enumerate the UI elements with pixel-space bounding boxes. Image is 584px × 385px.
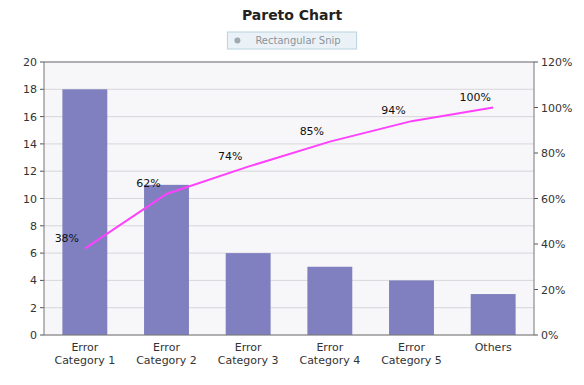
x-tick-label-line: Error	[316, 341, 343, 354]
annotation-marker	[234, 38, 240, 44]
annotation-text: Rectangular Snip	[255, 35, 340, 46]
x-tick-label-line: Category 3	[218, 354, 279, 367]
line	[85, 108, 493, 249]
chart: Pareto Chart Rectangular Snip 0 2 4 6 8 10 12 14 1…	[0, 0, 584, 385]
grid-line	[44, 280, 534, 281]
grid-line	[44, 253, 534, 254]
data-label: 74%	[218, 150, 242, 163]
grid	[44, 62, 534, 335]
tick-mark	[534, 62, 538, 63]
data-label: 38%	[55, 232, 79, 245]
tick-mark	[40, 62, 44, 63]
x-tick-label-line: Category 1	[54, 354, 115, 367]
bar	[389, 280, 434, 335]
x-tick-label: ErrorCategory 4	[299, 341, 360, 367]
y2-tick-label: 20%	[541, 284, 565, 297]
tick-mark	[40, 253, 44, 254]
x-tick-label-line: Category 5	[381, 354, 442, 367]
x-tick-label-line: Error	[153, 341, 180, 354]
x-tick-label: ErrorCategory 2	[136, 341, 197, 367]
data-label: 85%	[300, 125, 324, 138]
annotation-box	[227, 32, 356, 49]
data-label: 100%	[459, 91, 490, 104]
tick-mark	[534, 244, 538, 245]
bar	[471, 294, 516, 335]
tick-mark	[40, 143, 44, 144]
y2-tick-label: 100%	[541, 102, 572, 115]
data-labels: 38% 62% 74% 85% 94% 100%	[55, 91, 491, 245]
x-tick-label: Others	[475, 341, 512, 354]
y-tick-label: 6	[30, 247, 37, 260]
tick-mark	[534, 153, 538, 154]
x-tick-label-line: Category 2	[136, 354, 197, 367]
tick-mark	[40, 335, 44, 336]
marks	[62, 89, 515, 335]
y-tick-label: 4	[30, 274, 37, 287]
x-tick-label-line: Error	[71, 341, 98, 354]
x-tick-label-line: Others	[475, 341, 512, 354]
tick-mark	[534, 198, 538, 199]
y2-tick-label: 0%	[541, 329, 558, 342]
y-tick-label: 20	[23, 56, 37, 69]
x-tick-label: ErrorCategory 3	[218, 341, 279, 367]
x-tick-label-line: Error	[398, 341, 425, 354]
y2-tick-label: 120%	[541, 56, 572, 69]
data-label: 94%	[381, 104, 405, 117]
tick-mark	[40, 307, 44, 308]
x-tick-label-line: Error	[235, 341, 262, 354]
grid-line	[44, 171, 534, 172]
grid-line	[44, 307, 534, 308]
grid-line	[44, 116, 534, 117]
x-tick-label: ErrorCategory 5	[381, 341, 442, 367]
tick-mark	[40, 280, 44, 281]
y-tick-label: 14	[23, 138, 37, 151]
y-tick-label: 10	[23, 193, 37, 206]
y-tick-label: 0	[30, 329, 37, 342]
tick-mark	[534, 289, 538, 290]
tick-mark	[40, 171, 44, 172]
annotation: Rectangular Snip	[227, 32, 356, 49]
title: Pareto Chart	[242, 7, 343, 23]
tick-mark	[40, 198, 44, 199]
tick-mark	[40, 225, 44, 226]
grid-line	[44, 143, 534, 144]
x-tick-label: ErrorCategory 1	[54, 341, 115, 367]
y2-tick-label: 40%	[541, 238, 565, 251]
plot-frame	[44, 62, 534, 335]
y-tick-label: 2	[30, 302, 37, 315]
tick-mark	[534, 335, 538, 336]
grid-line	[44, 198, 534, 199]
y2-tick-label: 80%	[541, 147, 565, 160]
y-tick-label: 12	[23, 165, 37, 178]
tick-mark	[40, 116, 44, 117]
bar	[144, 185, 189, 335]
y2-tick-label: 60%	[541, 193, 565, 206]
tick-mark	[40, 89, 44, 90]
bar	[62, 89, 107, 335]
y-tick-label: 8	[30, 220, 37, 233]
x-tick-label-line: Category 4	[299, 354, 360, 367]
data-label: 62%	[136, 177, 160, 190]
plot-area	[44, 62, 534, 335]
bar	[226, 253, 271, 335]
bar	[307, 267, 352, 335]
tick-mark	[534, 107, 538, 108]
y-tick-label: 18	[23, 83, 37, 96]
y-tick-label: 16	[23, 111, 37, 124]
